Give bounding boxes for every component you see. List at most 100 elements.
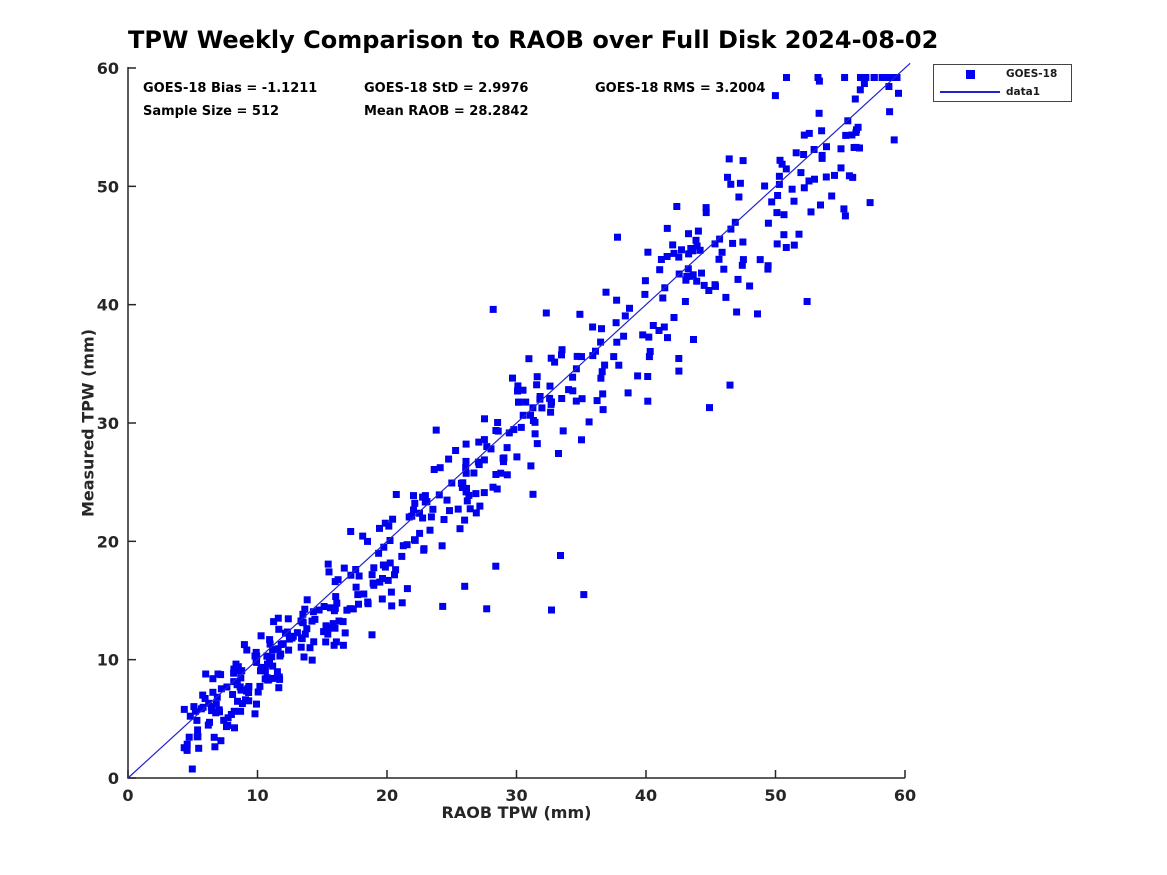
- scatter-point: [335, 617, 343, 625]
- scatter-point: [693, 242, 701, 250]
- scatter-point: [614, 233, 621, 241]
- y-tick-label: 30: [97, 414, 119, 433]
- scatter-point: [446, 507, 453, 515]
- scatter-point: [513, 453, 521, 461]
- scatter-point: [346, 605, 354, 613]
- scatter-point: [331, 578, 339, 586]
- scatter-point: [461, 516, 469, 524]
- scatter-point: [209, 688, 217, 696]
- y-axis-label: Measured TPW (mm): [78, 328, 98, 518]
- scatter-point: [293, 629, 301, 637]
- scatter-point: [778, 160, 786, 168]
- scatter-point: [828, 192, 836, 200]
- scatter-point: [831, 171, 838, 179]
- scatter-point: [202, 670, 210, 678]
- scatter-point: [475, 461, 483, 469]
- scatter-point: [776, 156, 784, 164]
- scatter-point: [612, 319, 620, 327]
- scatter-point: [795, 230, 803, 238]
- legend-label-data1: data1: [1006, 85, 1041, 98]
- scatter-point: [386, 537, 394, 544]
- scatter-point: [739, 238, 747, 246]
- scatter-point: [429, 505, 437, 513]
- scatter-point: [746, 282, 754, 290]
- scatter-point: [546, 382, 554, 390]
- scatter-point: [527, 411, 534, 419]
- scatter-point: [775, 180, 783, 188]
- scatter-point: [613, 338, 621, 346]
- scatter-point: [685, 230, 692, 238]
- scatter-point: [589, 323, 597, 331]
- scatter-point: [391, 571, 398, 579]
- scatter-point: [797, 169, 805, 177]
- scatter-point: [533, 440, 541, 448]
- scatter-point: [340, 564, 348, 572]
- scatter-point: [739, 157, 747, 165]
- scatter-point: [320, 628, 328, 636]
- scatter-point: [610, 353, 618, 361]
- scatter-point: [895, 89, 902, 97]
- scatter-point: [493, 485, 501, 493]
- scatter-point: [183, 744, 191, 752]
- scatter-point: [727, 180, 735, 188]
- scatter-point: [269, 674, 276, 682]
- scatter-point: [266, 636, 274, 644]
- scatter-point: [810, 146, 818, 153]
- scatter-point: [369, 579, 377, 587]
- scatter-point: [764, 219, 772, 227]
- scatter-point: [480, 456, 488, 464]
- scatter-point: [687, 245, 695, 252]
- scatter-point: [462, 457, 470, 465]
- scatter-point: [355, 572, 363, 580]
- scatter-point: [593, 397, 601, 405]
- scatter-point: [782, 165, 790, 173]
- scatter-point: [268, 653, 276, 661]
- chart-title: TPW Weekly Comparison to RAOB over Full …: [128, 26, 939, 54]
- stat-mean-raob-text: Mean RAOB = 28.2842: [364, 104, 529, 119]
- scatter-point: [696, 246, 704, 254]
- scatter-point: [264, 676, 272, 684]
- scatter-point: [533, 373, 541, 381]
- scatter-point: [324, 630, 332, 638]
- scatter-point: [645, 333, 653, 341]
- scatter-point: [243, 646, 251, 654]
- scatter-point: [306, 644, 314, 652]
- x-tick-label: 40: [635, 786, 657, 805]
- identity-line: [127, 62, 911, 779]
- scatter-point: [459, 479, 467, 487]
- scatter-point: [857, 74, 864, 81]
- x-tick-label: 0: [122, 786, 133, 805]
- scatter-point: [378, 595, 386, 603]
- scatter-point: [500, 454, 508, 462]
- scatter-point: [217, 671, 225, 679]
- y-tick-label: 10: [97, 651, 119, 670]
- scatter-point: [230, 665, 238, 673]
- scatter-point: [427, 513, 435, 521]
- scatter-point: [452, 447, 460, 454]
- scatter-point: [529, 490, 537, 498]
- scatter-point: [673, 203, 681, 210]
- scatter-point: [492, 471, 500, 478]
- scatter-point: [775, 172, 783, 180]
- scatter-point: [573, 352, 581, 360]
- scatter-point: [347, 528, 355, 535]
- scatter-point: [380, 543, 388, 551]
- scatter-point: [253, 652, 261, 660]
- scatter-point: [840, 205, 848, 213]
- blue-line-icon: [940, 90, 1000, 93]
- scatter-point: [733, 308, 741, 316]
- scatter-point: [339, 618, 347, 626]
- scatter-point: [569, 373, 577, 381]
- scatter-point: [547, 400, 555, 408]
- scatter-point: [462, 469, 470, 477]
- scatter-point: [841, 212, 849, 220]
- scatter-point: [613, 296, 621, 304]
- scatter-point: [572, 397, 580, 405]
- scatter-point: [332, 593, 340, 601]
- scatter-point: [355, 600, 362, 608]
- y-tick-label: 0: [108, 769, 119, 788]
- scatter-point: [533, 381, 541, 389]
- scatter-point: [370, 564, 378, 572]
- scatter-point: [233, 678, 241, 686]
- scatter-point: [780, 231, 788, 239]
